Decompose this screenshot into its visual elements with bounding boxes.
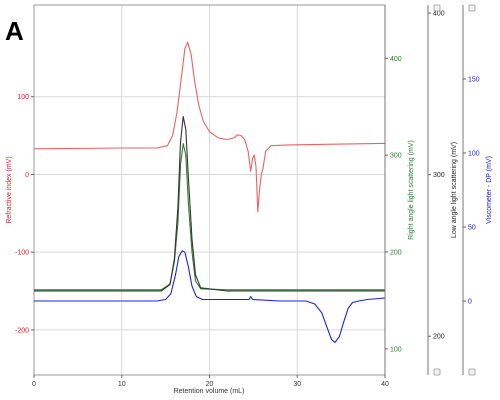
x-axis-title: Retention volume (mL) — [174, 388, 245, 395]
y-tick-label-ri: -200 — [15, 327, 29, 334]
axis-scroll-handle[interactable] — [433, 368, 441, 376]
axis-scroll-handles[interactable] — [433, 4, 476, 376]
y-tick-label-ri: 100 — [17, 94, 29, 101]
y-tick-label-rals: 200 — [390, 249, 402, 256]
y-tick-label-ri: 0 — [25, 172, 29, 179]
x-tick-label: 0 — [32, 381, 36, 388]
y-axes: -200 -100 0 100 Refractive index (mV) 100 200 3… — [6, 5, 493, 375]
axis-scroll-handle[interactable] — [468, 368, 476, 376]
x-tick-label: 40 — [381, 381, 389, 388]
y-tick-label-visc: 50 — [468, 225, 476, 232]
y-tick-label-visc: 150 — [468, 77, 480, 84]
panel-label: A — [5, 16, 24, 46]
y-tick-label-lals: 400 — [433, 11, 445, 18]
y-tick-label-rals: 300 — [390, 153, 402, 160]
series-line-visc — [34, 250, 386, 343]
x-tick-label: 30 — [293, 381, 301, 388]
y-axis-title-visc: Viscometer - DP (mV) — [486, 156, 493, 224]
grid — [33, 5, 386, 375]
x-tick-label: 10 — [118, 381, 126, 388]
x-axis: 0 10 20 30 40 — [32, 375, 389, 388]
y-axis-title-ri: Refractive index (mV) — [6, 156, 13, 223]
axis-scroll-handle[interactable] — [468, 4, 476, 12]
series-line-ri — [33, 41, 386, 213]
y-tick-label-visc: 100 — [468, 151, 480, 158]
x-tick-label: 20 — [206, 381, 214, 388]
series-line-lals — [34, 115, 385, 292]
y-tick-label-visc: 0 — [468, 299, 472, 306]
y-axis-title-lals: Low angle light scattering (mV) — [451, 142, 458, 238]
y-tick-label-lals: 300 — [433, 172, 445, 179]
y-axis-title-rals: Right angle light scattering (mV) — [408, 140, 415, 240]
y-tick-label-ri: -100 — [15, 250, 29, 257]
y-tick-label-rals: 100 — [390, 346, 402, 353]
y-tick-label-lals: 200 — [433, 334, 445, 341]
axis-scroll-handle[interactable] — [433, 4, 441, 12]
y-tick-label-rals: 400 — [390, 56, 402, 63]
series-group — [33, 41, 386, 343]
